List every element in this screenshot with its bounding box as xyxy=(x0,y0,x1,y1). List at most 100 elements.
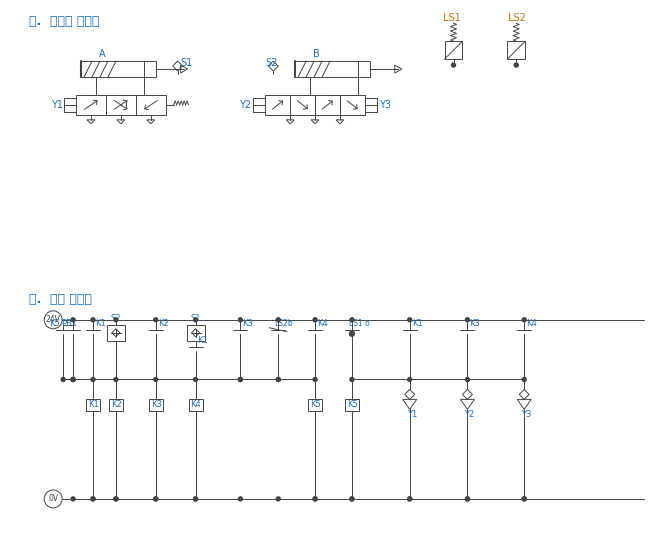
Text: LS1 o: LS1 o xyxy=(349,319,370,328)
Bar xyxy=(107,325,125,341)
Circle shape xyxy=(522,497,526,501)
Circle shape xyxy=(239,378,243,382)
Circle shape xyxy=(466,497,470,501)
Bar xyxy=(106,95,136,115)
Text: Y1: Y1 xyxy=(407,410,417,420)
Circle shape xyxy=(522,318,526,322)
Text: K5: K5 xyxy=(310,401,321,410)
Circle shape xyxy=(239,497,243,501)
Circle shape xyxy=(194,497,198,501)
Text: K5: K5 xyxy=(49,319,60,328)
Circle shape xyxy=(71,378,75,382)
Bar xyxy=(76,95,106,115)
Text: S2: S2 xyxy=(111,314,122,323)
Text: K3: K3 xyxy=(470,319,480,328)
Circle shape xyxy=(514,63,518,67)
Circle shape xyxy=(91,497,95,501)
Text: S2: S2 xyxy=(265,58,278,68)
Circle shape xyxy=(350,497,354,501)
Text: 0V: 0V xyxy=(48,494,58,503)
Circle shape xyxy=(114,497,118,501)
Text: LS1: LS1 xyxy=(443,13,460,23)
Bar xyxy=(81,61,156,77)
Circle shape xyxy=(408,497,412,501)
Bar xyxy=(189,400,202,411)
Bar xyxy=(109,400,123,411)
Text: PB1: PB1 xyxy=(61,319,77,328)
Circle shape xyxy=(239,378,243,382)
Text: Y2: Y2 xyxy=(464,410,474,420)
Circle shape xyxy=(313,497,317,501)
Bar xyxy=(149,400,163,411)
Bar xyxy=(345,400,359,411)
Bar xyxy=(340,95,365,115)
Circle shape xyxy=(71,497,75,501)
Circle shape xyxy=(114,497,118,501)
Circle shape xyxy=(276,378,280,382)
Text: K1: K1 xyxy=(412,319,423,328)
Bar xyxy=(507,41,526,59)
Circle shape xyxy=(114,318,118,322)
Circle shape xyxy=(408,497,412,501)
Text: K3: K3 xyxy=(243,319,253,328)
Circle shape xyxy=(350,318,354,322)
Bar xyxy=(308,400,322,411)
Circle shape xyxy=(91,318,95,322)
Bar xyxy=(187,325,204,341)
Circle shape xyxy=(91,497,95,501)
Circle shape xyxy=(350,497,354,501)
Bar xyxy=(136,95,166,115)
Text: 가.  공기압 회로도: 가. 공기압 회로도 xyxy=(30,15,99,28)
Circle shape xyxy=(276,497,280,501)
Text: K1: K1 xyxy=(88,401,99,410)
Circle shape xyxy=(71,378,75,382)
Circle shape xyxy=(71,318,75,322)
Text: 24V: 24V xyxy=(46,315,60,324)
Text: S1: S1 xyxy=(181,58,193,68)
Circle shape xyxy=(350,378,354,382)
Circle shape xyxy=(276,318,280,322)
Circle shape xyxy=(114,378,118,382)
Text: LS2b: LS2b xyxy=(274,319,293,328)
Circle shape xyxy=(61,378,65,382)
Bar xyxy=(265,95,290,115)
Circle shape xyxy=(313,497,317,501)
Bar xyxy=(290,95,315,115)
Circle shape xyxy=(452,63,456,67)
Circle shape xyxy=(313,378,317,382)
Bar xyxy=(295,61,370,77)
Text: K4: K4 xyxy=(526,319,537,328)
Circle shape xyxy=(91,378,95,382)
Circle shape xyxy=(154,318,158,322)
Text: K4: K4 xyxy=(191,401,202,410)
Text: K5: K5 xyxy=(347,401,358,410)
Text: LS2: LS2 xyxy=(508,13,526,23)
Circle shape xyxy=(408,318,412,322)
Text: K3: K3 xyxy=(151,401,162,410)
Text: Y3: Y3 xyxy=(379,100,391,110)
Text: S1: S1 xyxy=(191,314,201,323)
Text: A: A xyxy=(99,49,106,59)
Text: 나.  전기 회로도: 나. 전기 회로도 xyxy=(30,293,92,306)
Text: Y2: Y2 xyxy=(239,100,251,110)
Circle shape xyxy=(466,318,470,322)
Bar xyxy=(86,400,100,411)
Bar xyxy=(315,95,340,115)
Circle shape xyxy=(522,497,526,501)
Circle shape xyxy=(349,331,354,336)
Text: Y1: Y1 xyxy=(51,100,63,110)
Circle shape xyxy=(71,378,75,382)
Circle shape xyxy=(194,378,198,382)
Text: K2: K2 xyxy=(158,319,169,328)
Text: K1: K1 xyxy=(95,319,106,328)
Circle shape xyxy=(194,497,198,501)
Text: B: B xyxy=(313,49,320,59)
Text: K1: K1 xyxy=(198,336,208,345)
Circle shape xyxy=(276,378,280,382)
Circle shape xyxy=(154,497,158,501)
Circle shape xyxy=(313,318,317,322)
Circle shape xyxy=(466,378,470,382)
Text: Y3: Y3 xyxy=(521,410,532,420)
Bar xyxy=(445,41,462,59)
Circle shape xyxy=(239,318,243,322)
